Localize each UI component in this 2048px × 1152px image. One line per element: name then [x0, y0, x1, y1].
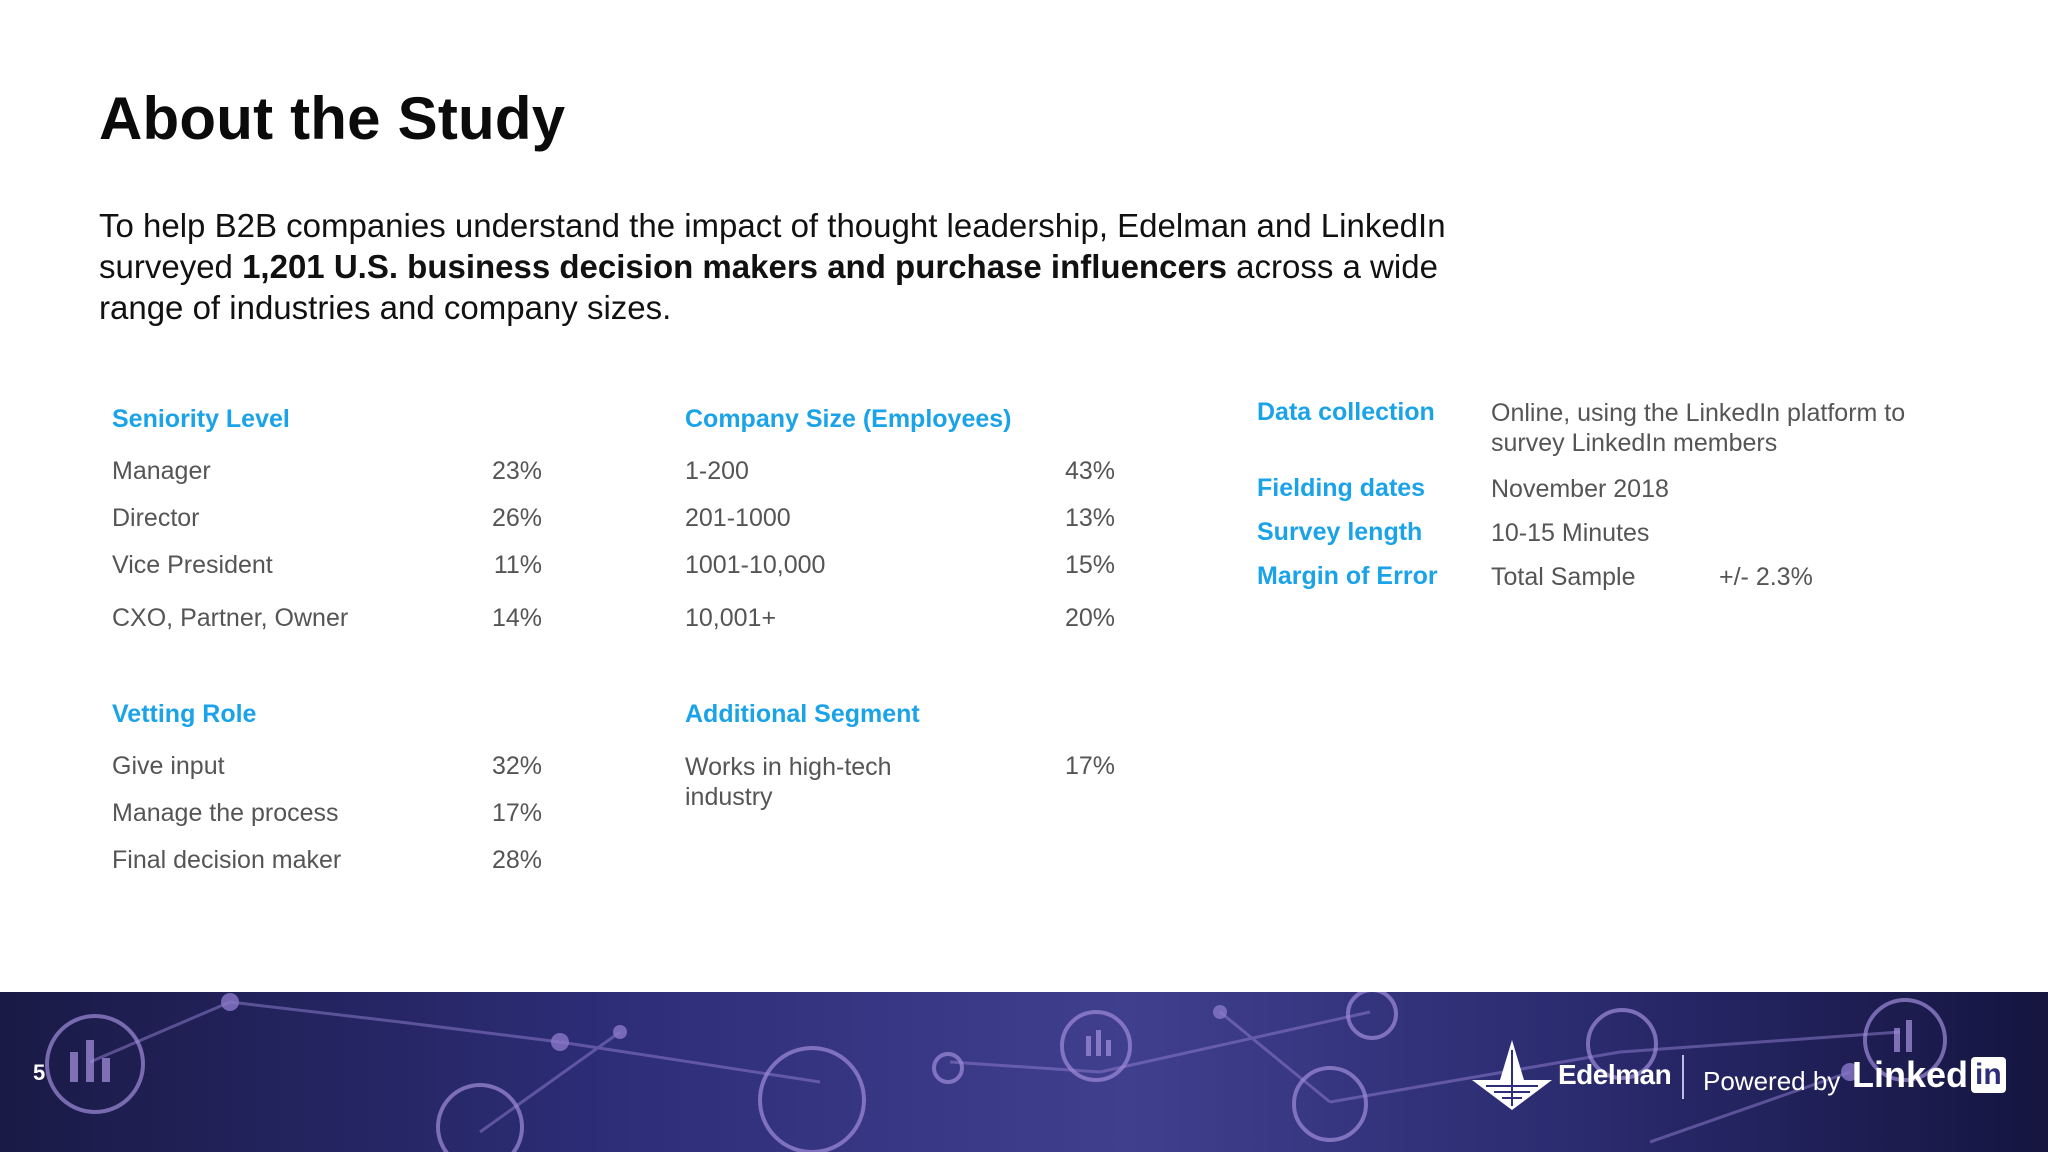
row-value: 14% — [491, 604, 542, 632]
vetting-role-section: Vetting Role Give input 32% Manage the p… — [112, 700, 542, 893]
row-value: 20% — [1064, 604, 1115, 632]
powered-by-label: Powered by — [1703, 1066, 1841, 1096]
linkedin-wordmark: Linked — [1852, 1054, 1969, 1095]
footer-banner — [0, 992, 2048, 1152]
row-value: 28% — [491, 846, 542, 874]
row-value: 13% — [1064, 504, 1115, 532]
meta-value: 10-15 Minutes — [1491, 519, 1650, 547]
logo-divider — [1682, 1055, 1684, 1099]
additional-segment-heading: Additional Segment — [685, 700, 920, 728]
vetting-role-heading: Vetting Role — [112, 700, 257, 728]
row-value: 23% — [491, 457, 542, 485]
meta-value: Total Sample +/- 2.3% — [1491, 562, 1813, 592]
table-row: Works in high-tech industry 17% — [685, 752, 1115, 811]
seniority-heading: Seniority Level — [112, 405, 290, 433]
row-label: Final decision maker — [112, 846, 342, 874]
row-value: 32% — [491, 752, 542, 780]
meta-row-margin: Margin of Error Total Sample +/- 2.3% — [1257, 562, 1977, 592]
linkedin-logo: Linked in — [1852, 1054, 2006, 1096]
page-number: 5 — [33, 1060, 46, 1085]
row-value: 43% — [1064, 457, 1115, 485]
table-row: 1001-10,000 15% — [685, 551, 1115, 598]
intro-paragraph: To help B2B companies understand the imp… — [99, 205, 1519, 328]
company-size-section: Company Size (Employees) 1-200 43% 201-1… — [685, 405, 1115, 651]
meta-key: Data collection — [1257, 398, 1435, 426]
table-row: 1-200 43% — [685, 457, 1115, 504]
row-label: 1001-10,000 — [685, 551, 826, 579]
meta-value: November 2018 — [1491, 475, 1669, 503]
meta-row-data-collection: Data collection Online, using the Linked… — [1257, 398, 1977, 458]
table-row: Final decision maker 28% — [112, 846, 542, 893]
meta-key: Margin of Error — [1257, 562, 1438, 590]
intro-text-bold: 1,201 U.S. business decision makers and … — [242, 248, 1227, 285]
meta-row-fielding: Fielding dates November 2018 — [1257, 474, 1977, 504]
additional-segment-section: Additional Segment Works in high-tech in… — [685, 700, 1115, 811]
row-label: 10,001+ — [685, 604, 777, 632]
company-size-heading: Company Size (Employees) — [685, 405, 1012, 433]
intro-text-post: across a wide range of industries and co… — [99, 248, 1438, 326]
study-metadata: Data collection Online, using the Linked… — [1257, 398, 1977, 606]
meta-subvalue: +/- 2.3% — [1719, 563, 1813, 591]
row-label: Give input — [112, 752, 225, 780]
row-label: Manager — [112, 457, 211, 485]
meta-row-survey-length: Survey length 10-15 Minutes — [1257, 518, 1977, 548]
meta-key: Fielding dates — [1257, 474, 1426, 502]
row-label: CXO, Partner, Owner — [112, 604, 349, 632]
row-label: 201-1000 — [685, 504, 791, 532]
row-label: Manage the process — [112, 799, 339, 827]
table-row: Manager 23% — [112, 457, 542, 504]
row-value: 17% — [1064, 752, 1115, 780]
table-row: Vice President 11% — [112, 551, 542, 598]
page-title: About the Study — [99, 85, 566, 152]
row-label: Vice President — [112, 551, 273, 579]
row-value: 17% — [491, 799, 542, 827]
edelman-wordmark: Edelman — [1558, 1059, 1672, 1090]
linkedin-in-icon: in — [1971, 1057, 2006, 1093]
table-row: Director 26% — [112, 504, 542, 551]
meta-key: Survey length — [1257, 518, 1423, 546]
meta-value: Online, using the LinkedIn platform to s… — [1491, 399, 1906, 457]
table-row: CXO, Partner, Owner 14% — [112, 604, 542, 651]
table-row: 10,001+ 20% — [685, 604, 1115, 651]
row-label: Works in high-tech industry — [685, 753, 892, 811]
table-row: Give input 32% — [112, 752, 542, 799]
edelman-logo: Edelman — [1472, 1040, 1672, 1110]
seniority-section: Seniority Level Manager 23% Director 26%… — [112, 405, 542, 651]
row-label: Director — [112, 504, 200, 532]
meta-subkey: Total Sample — [1491, 563, 1636, 591]
network-background-graphic — [45, 992, 1947, 1152]
edelman-mark-icon — [1472, 1040, 1552, 1110]
table-row: Manage the process 17% — [112, 799, 542, 846]
row-label: 1-200 — [685, 457, 749, 485]
row-value: 26% — [491, 504, 542, 532]
intro-text-pre: To help B2B companies understand the imp… — [99, 207, 1446, 285]
table-row: 201-1000 13% — [685, 504, 1115, 551]
row-value: 11% — [493, 551, 542, 579]
row-value: 15% — [1064, 551, 1115, 579]
